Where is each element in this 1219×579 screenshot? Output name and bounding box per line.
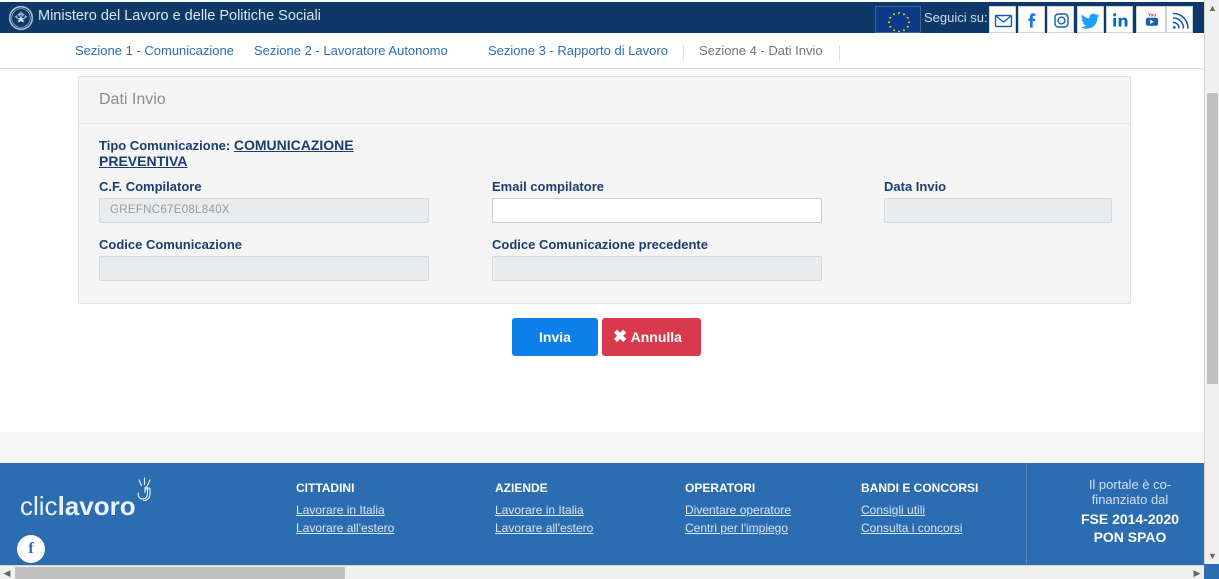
- svg-text:You: You: [1148, 13, 1157, 18]
